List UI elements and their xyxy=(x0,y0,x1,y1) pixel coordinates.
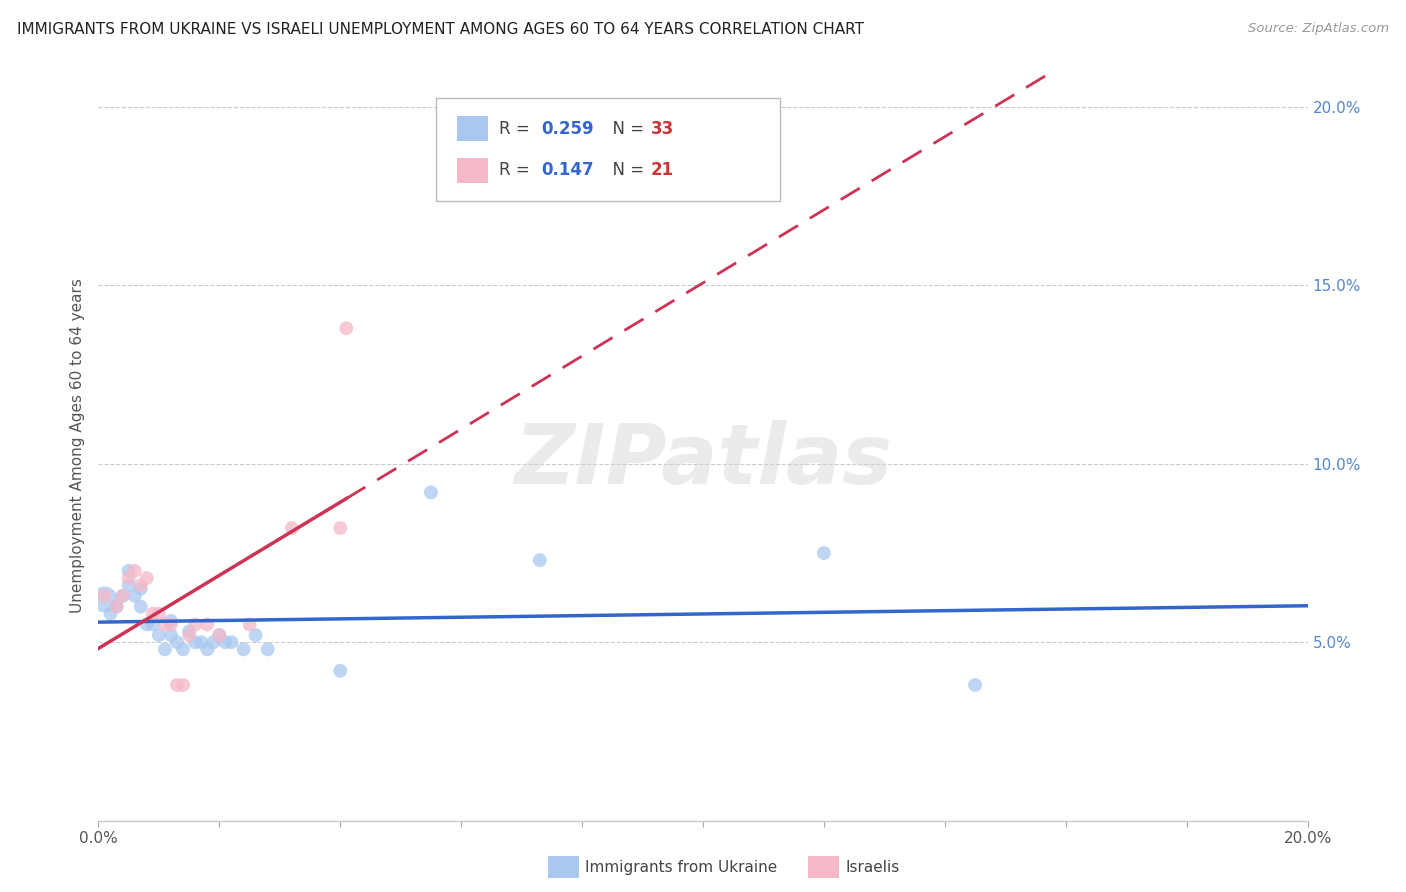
Point xyxy=(160,628,183,642)
Point xyxy=(179,628,201,642)
Point xyxy=(135,617,157,632)
Point xyxy=(190,635,212,649)
Point xyxy=(245,628,267,642)
Point xyxy=(129,578,152,592)
Point xyxy=(179,624,201,639)
Point xyxy=(118,571,141,585)
Point xyxy=(135,571,157,585)
Point xyxy=(148,628,170,642)
Point xyxy=(214,635,236,649)
Point xyxy=(142,617,165,632)
Text: N =: N = xyxy=(602,120,650,137)
Text: Israelis: Israelis xyxy=(845,860,900,874)
Point xyxy=(148,607,170,621)
Point xyxy=(153,617,176,632)
Text: 0.147: 0.147 xyxy=(541,161,593,179)
Point xyxy=(93,589,115,603)
Text: 33: 33 xyxy=(651,120,675,137)
Point xyxy=(208,628,231,642)
Text: Source: ZipAtlas.com: Source: ZipAtlas.com xyxy=(1249,22,1389,36)
Point xyxy=(335,321,357,335)
Point xyxy=(142,607,165,621)
Point xyxy=(329,664,352,678)
Point xyxy=(221,635,243,649)
Point xyxy=(965,678,987,692)
Point xyxy=(232,642,254,657)
Point xyxy=(256,642,278,657)
Text: ZIPatlas: ZIPatlas xyxy=(515,420,891,501)
Point xyxy=(420,485,443,500)
Text: IMMIGRANTS FROM UKRAINE VS ISRAELI UNEMPLOYMENT AMONG AGES 60 TO 64 YEARS CORREL: IMMIGRANTS FROM UKRAINE VS ISRAELI UNEMP… xyxy=(17,22,863,37)
Point xyxy=(93,592,115,607)
Text: R =: R = xyxy=(499,120,536,137)
Point xyxy=(172,642,194,657)
Point xyxy=(813,546,835,560)
Point xyxy=(329,521,352,535)
Text: 21: 21 xyxy=(651,161,673,179)
Point xyxy=(195,642,218,657)
Point xyxy=(166,635,188,649)
Point xyxy=(202,635,225,649)
Point xyxy=(153,642,176,657)
Point xyxy=(160,617,183,632)
Point xyxy=(111,589,134,603)
Point xyxy=(195,617,218,632)
Point xyxy=(160,614,183,628)
Point xyxy=(111,589,134,603)
Point xyxy=(105,599,128,614)
Point xyxy=(100,607,122,621)
Point xyxy=(184,617,207,632)
Point xyxy=(129,582,152,596)
Point xyxy=(239,617,262,632)
Text: Immigrants from Ukraine: Immigrants from Ukraine xyxy=(585,860,778,874)
Point xyxy=(208,628,231,642)
Point xyxy=(124,589,146,603)
Point xyxy=(118,578,141,592)
Point xyxy=(529,553,551,567)
Point xyxy=(172,678,194,692)
Point xyxy=(166,678,188,692)
Point xyxy=(118,564,141,578)
Text: R =: R = xyxy=(499,161,536,179)
Point xyxy=(184,635,207,649)
Text: 0.259: 0.259 xyxy=(541,120,593,137)
Y-axis label: Unemployment Among Ages 60 to 64 years: Unemployment Among Ages 60 to 64 years xyxy=(70,278,86,614)
Point xyxy=(129,599,152,614)
Text: N =: N = xyxy=(602,161,650,179)
Point xyxy=(281,521,304,535)
Point xyxy=(124,564,146,578)
Point xyxy=(105,599,128,614)
